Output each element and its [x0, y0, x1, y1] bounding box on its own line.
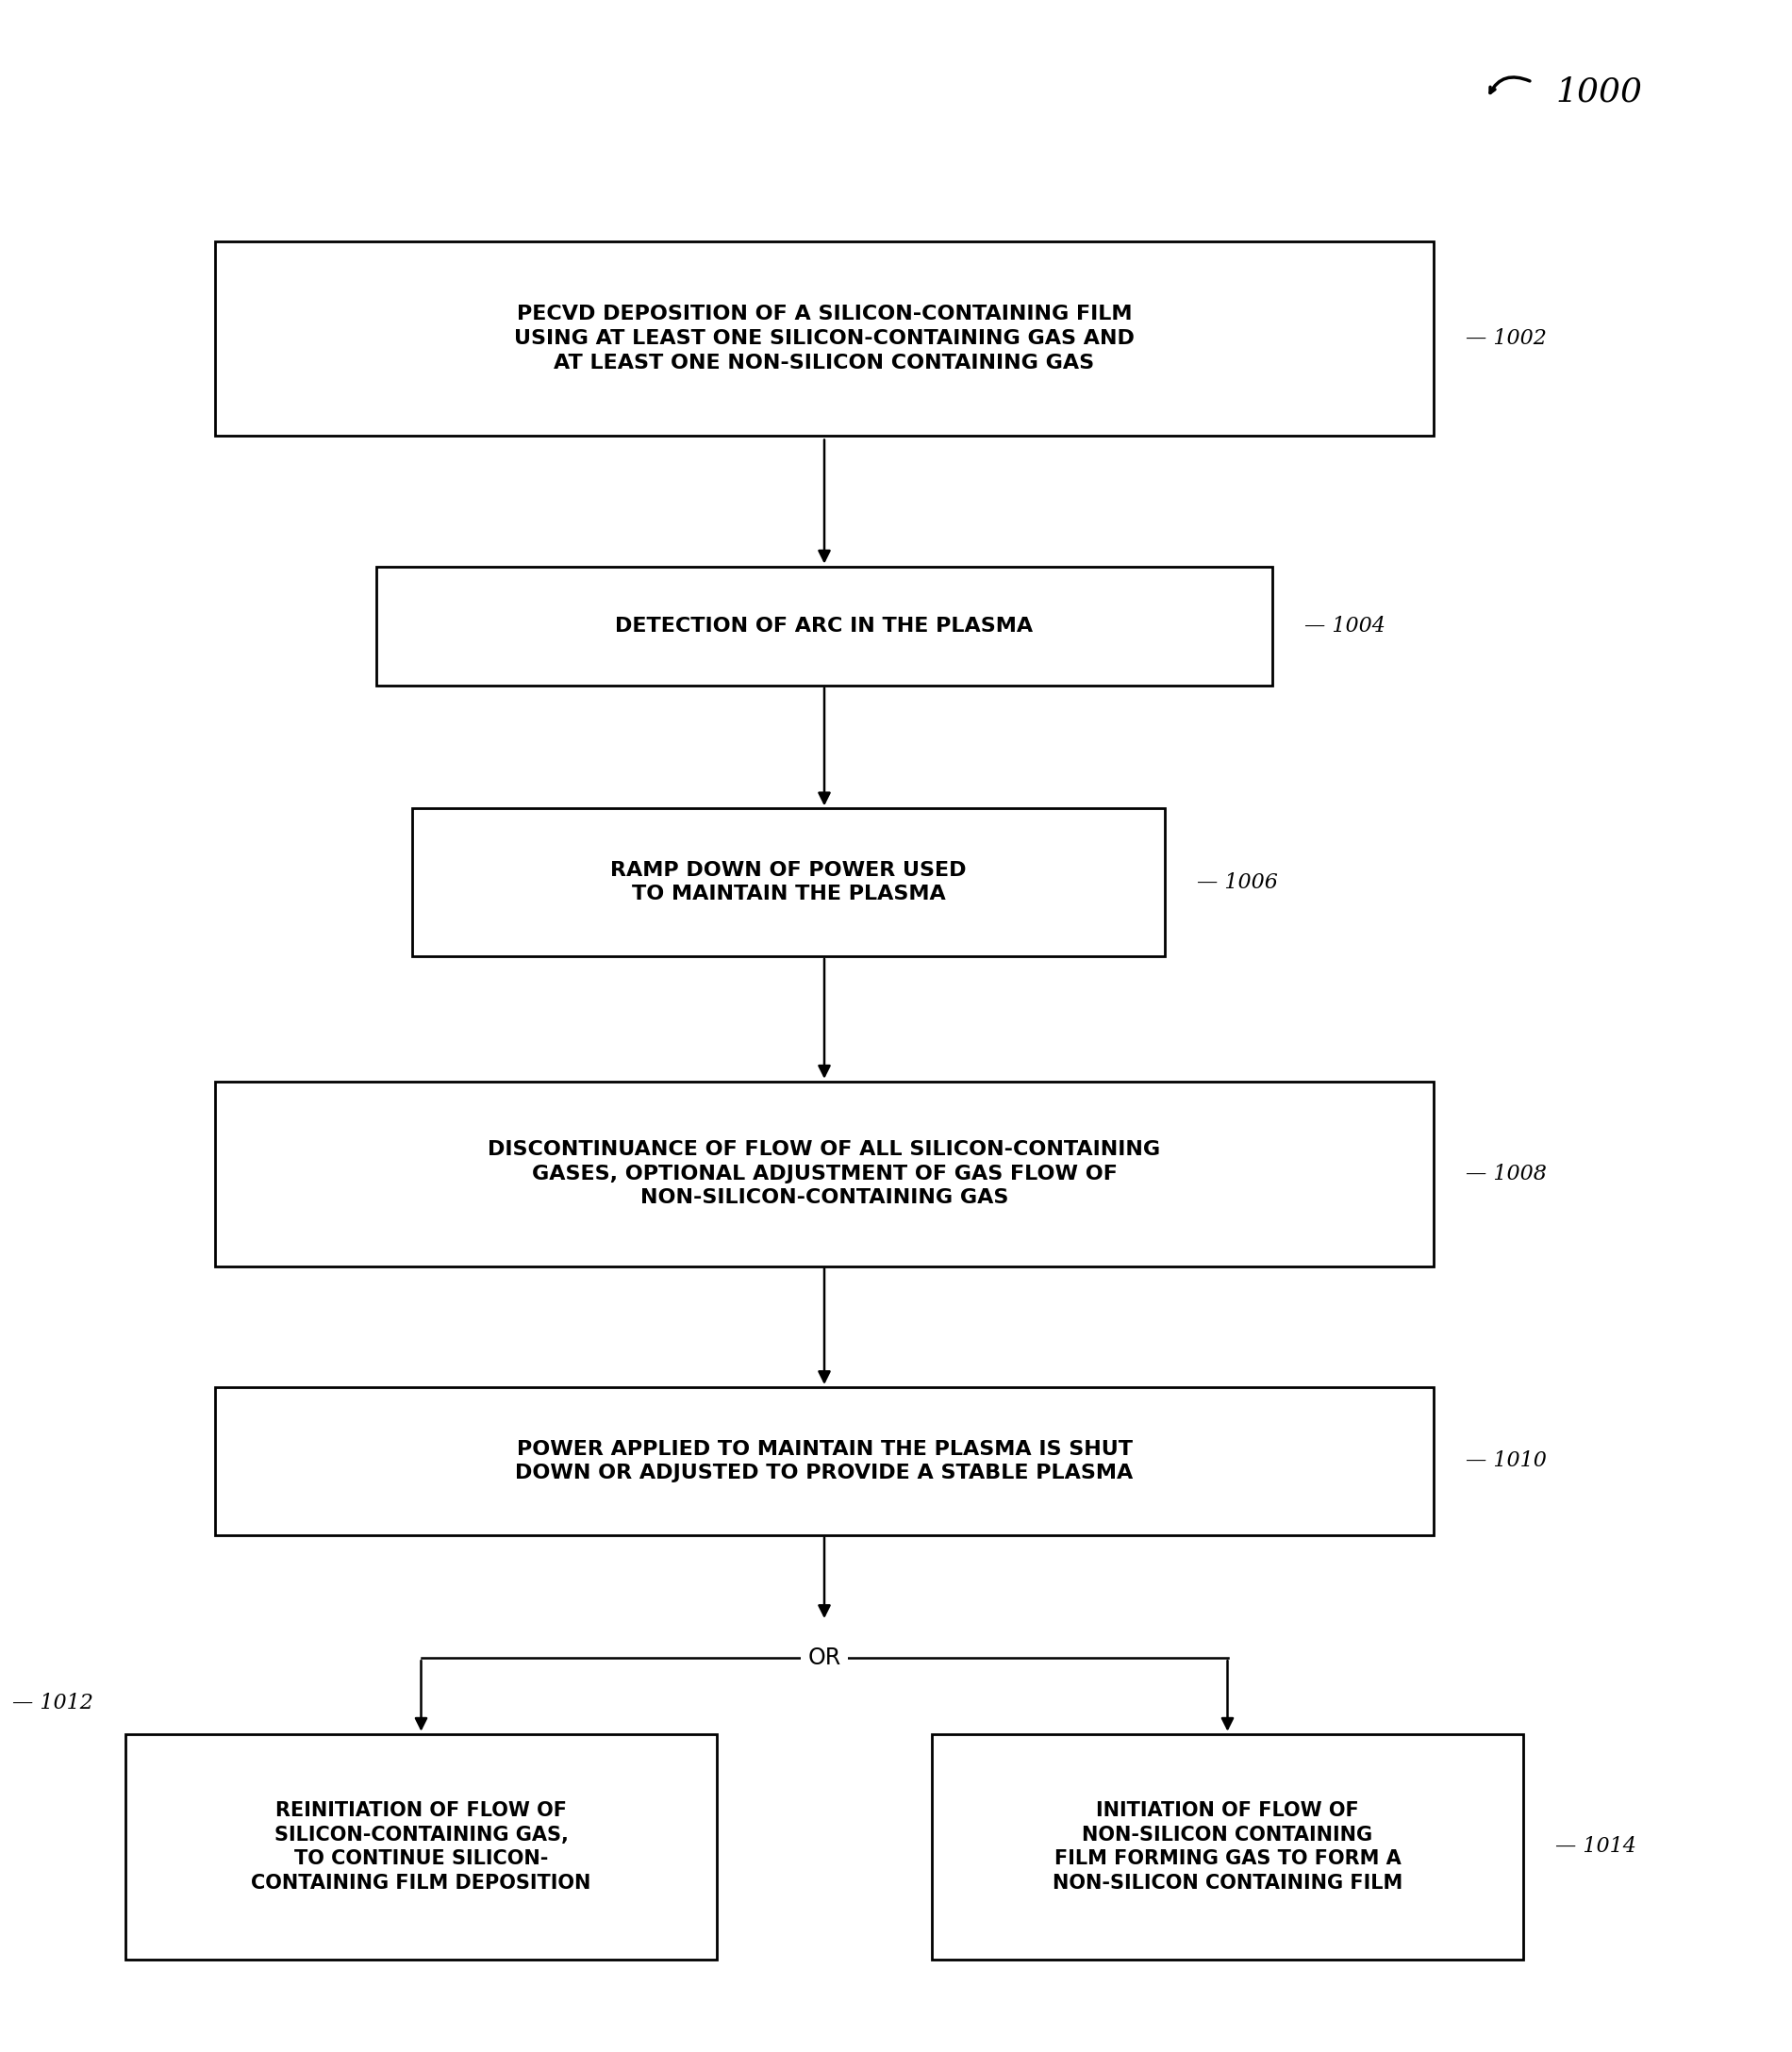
Text: — 1014: — 1014: [1555, 1837, 1636, 1857]
Text: OR: OR: [808, 1646, 840, 1670]
Text: — 1002: — 1002: [1466, 328, 1546, 349]
Text: — 1006: — 1006: [1197, 872, 1278, 893]
FancyBboxPatch shape: [932, 1734, 1523, 1960]
Text: REINITIATION OF FLOW OF
SILICON-CONTAINING GAS,
TO CONTINUE SILICON-
CONTAINING : REINITIATION OF FLOW OF SILICON-CONTAINI…: [251, 1802, 591, 1892]
Text: 1000: 1000: [1555, 76, 1641, 109]
FancyBboxPatch shape: [376, 566, 1272, 685]
Text: PECVD DEPOSITION OF A SILICON-CONTAINING FILM
USING AT LEAST ONE SILICON-CONTAIN: PECVD DEPOSITION OF A SILICON-CONTAINING…: [514, 306, 1134, 371]
Text: — 1012: — 1012: [13, 1693, 93, 1713]
FancyBboxPatch shape: [215, 242, 1434, 437]
Text: INITIATION OF FLOW OF
NON-SILICON CONTAINING
FILM FORMING GAS TO FORM A
NON-SILI: INITIATION OF FLOW OF NON-SILICON CONTAI…: [1052, 1802, 1403, 1892]
Text: DETECTION OF ARC IN THE PLASMA: DETECTION OF ARC IN THE PLASMA: [615, 616, 1034, 636]
Text: — 1004: — 1004: [1305, 616, 1385, 636]
Text: — 1008: — 1008: [1466, 1163, 1546, 1184]
Text: DISCONTINUANCE OF FLOW OF ALL SILICON-CONTAINING
GASES, OPTIONAL ADJUSTMENT OF G: DISCONTINUANCE OF FLOW OF ALL SILICON-CO…: [487, 1141, 1161, 1207]
Text: RAMP DOWN OF POWER USED
TO MAINTAIN THE PLASMA: RAMP DOWN OF POWER USED TO MAINTAIN THE …: [611, 862, 966, 903]
Text: — 1010: — 1010: [1466, 1451, 1546, 1471]
FancyBboxPatch shape: [412, 808, 1165, 956]
FancyBboxPatch shape: [125, 1734, 717, 1960]
FancyBboxPatch shape: [215, 1081, 1434, 1266]
Text: POWER APPLIED TO MAINTAIN THE PLASMA IS SHUT
DOWN OR ADJUSTED TO PROVIDE A STABL: POWER APPLIED TO MAINTAIN THE PLASMA IS …: [516, 1441, 1133, 1482]
FancyBboxPatch shape: [215, 1387, 1434, 1535]
